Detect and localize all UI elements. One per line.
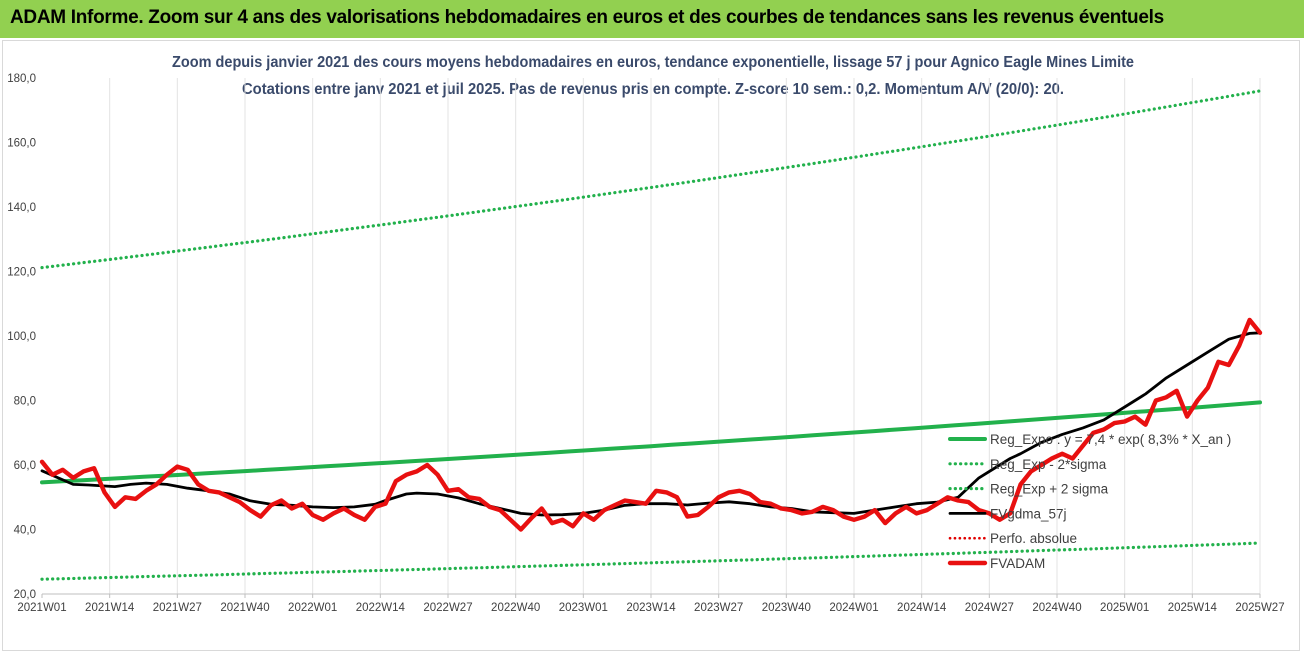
y-tick-label: 20,0 [14, 589, 36, 601]
x-tick-label: 2022W01 [288, 602, 337, 614]
fvadam-line [39, 317, 1263, 532]
trend-chart: Zoom depuis janvier 2021 des cours moyen… [7, 54, 1284, 614]
x-tick-label: 2024W40 [1032, 602, 1081, 614]
y-tick-label: 180,0 [7, 73, 36, 85]
y-tick-label: 140,0 [7, 202, 36, 214]
x-tick-label: 2024W14 [897, 602, 947, 614]
x-tick-label: 2021W40 [220, 602, 269, 614]
x-tick-label: 2023W14 [626, 602, 676, 614]
report-title: ADAM Informe. Zoom sur 4 ans des valoris… [10, 7, 1164, 28]
y-tick-label: 120,0 [7, 267, 36, 279]
y-tick-label: 160,0 [7, 138, 36, 150]
y-tick-label: 60,0 [14, 460, 36, 472]
reg-minus-2sigma-line [40, 541, 1262, 581]
report-banner: ADAM Informe. Zoom sur 4 ans des valoris… [0, 0, 1304, 38]
x-tick-label: 2025W01 [1100, 602, 1149, 614]
y-tick-label: 80,0 [14, 396, 36, 408]
legend-label: FVADAM [990, 556, 1045, 571]
legend-label: Perfo. absolue [990, 531, 1077, 546]
x-tick-label: 2022W14 [356, 602, 406, 614]
x-tick-label: 2023W27 [694, 602, 743, 614]
chart-frame: Zoom depuis janvier 2021 des cours moyen… [2, 40, 1300, 651]
x-tick-label: 2023W40 [762, 602, 811, 614]
x-tick-label: 2021W27 [153, 602, 202, 614]
x-tick-label: 2021W14 [85, 602, 135, 614]
y-tick-label: 100,0 [7, 331, 36, 343]
x-tick-label: 2022W27 [423, 602, 472, 614]
legend-label: Reg_Exp - 2*sigma [990, 457, 1107, 472]
reg-expo-line [40, 400, 1262, 485]
x-tick-label: 2024W27 [965, 602, 1014, 614]
x-tick-label: 2023W01 [559, 602, 608, 614]
y-tick-label: 40,0 [14, 525, 36, 537]
legend-label: Reg_Exp + 2 sigma [990, 482, 1109, 497]
reg-plus-2sigma-line [40, 89, 1262, 270]
legend-label: Reg_Expo : y = 7,4 * exp( 8,3% * X_an ) [990, 432, 1231, 447]
x-tick-label: 2024W01 [829, 602, 878, 614]
x-tick-label: 2025W27 [1235, 602, 1284, 614]
x-tick-label: 2021W01 [17, 602, 66, 614]
chart-subtitle: Cotations entre janv 2021 et juil 2025. … [242, 81, 1064, 98]
x-tick-label: 2025W14 [1168, 602, 1218, 614]
fvgdma-line [40, 331, 1262, 517]
legend-label: FVgdma_57j [990, 506, 1067, 521]
x-tick-label: 2022W40 [491, 602, 540, 614]
chart-title: Zoom depuis janvier 2021 des cours moyen… [172, 54, 1134, 71]
